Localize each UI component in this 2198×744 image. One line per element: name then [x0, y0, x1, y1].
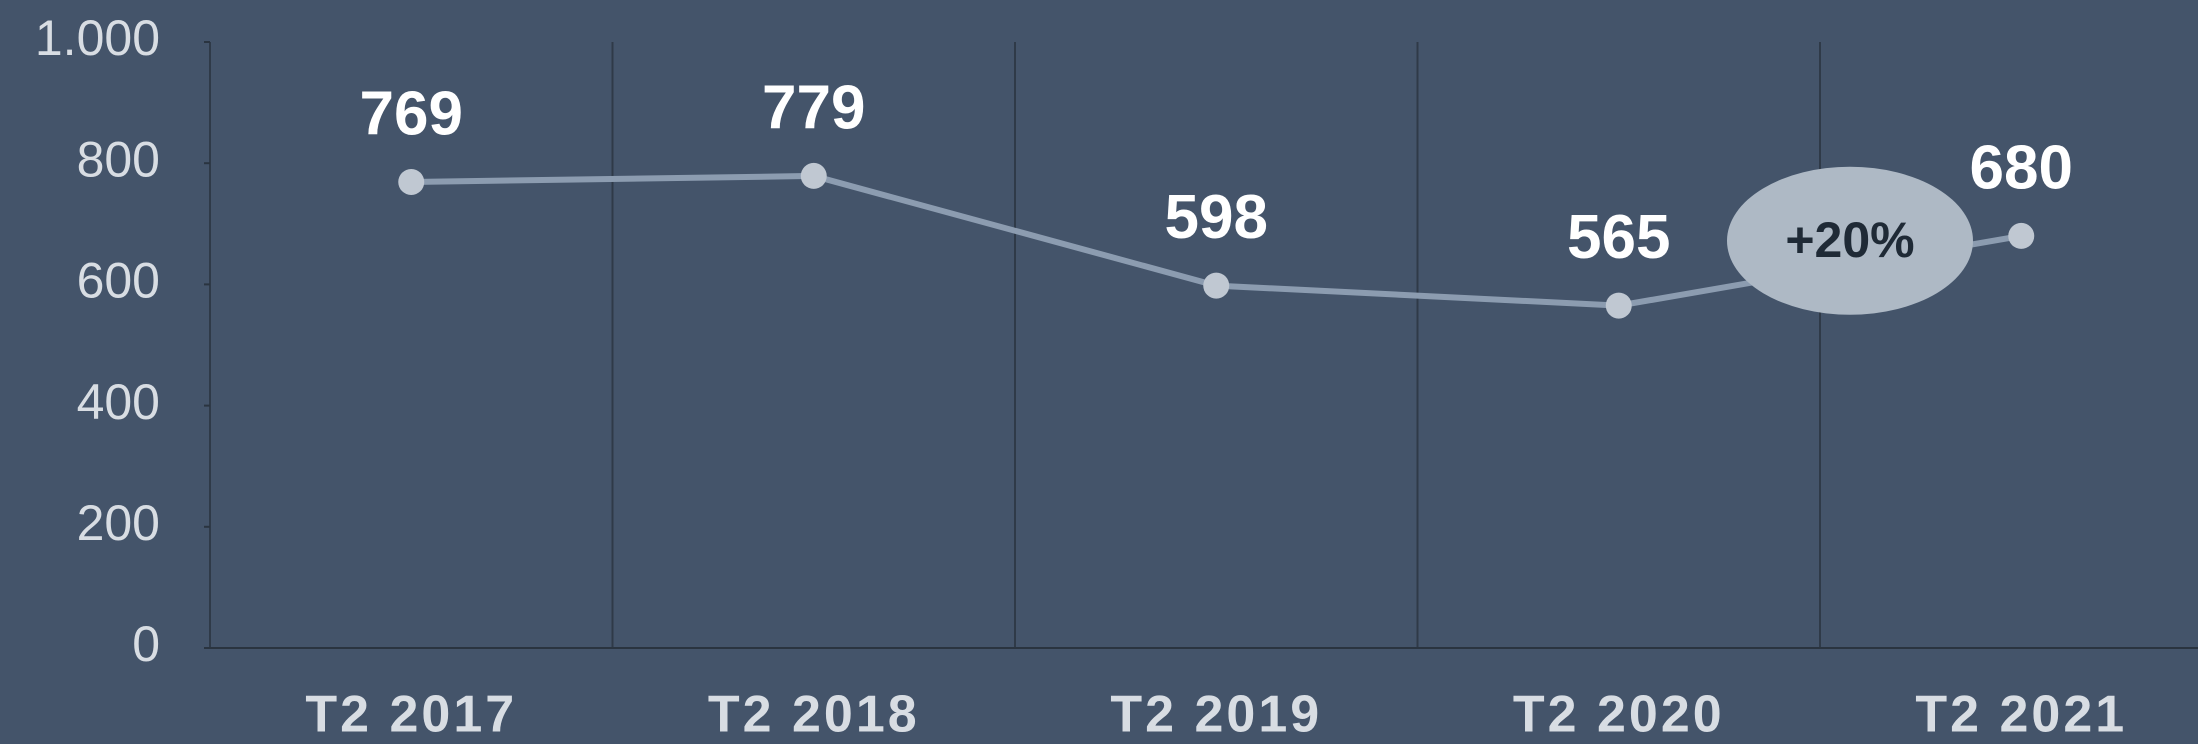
y-tick-label: 800: [77, 131, 160, 187]
data-label: 680: [1970, 133, 2073, 202]
y-tick-label: 200: [77, 495, 160, 551]
x-tick-label: T2 2019: [1110, 686, 1322, 744]
y-tick-label: 0: [132, 616, 160, 672]
marker: [398, 168, 425, 195]
x-tick-label: T2 2017: [305, 686, 517, 744]
marker: [1605, 292, 1632, 319]
y-tick-label: 600: [77, 253, 160, 309]
y-tick-label: 1.000: [35, 10, 160, 66]
y-tick-label: 400: [77, 374, 160, 430]
marker: [2008, 222, 2035, 249]
annotation-bubble: [1727, 166, 1973, 315]
x-tick-label: T2 2020: [1513, 686, 1725, 744]
marker: [800, 162, 827, 189]
data-label: 598: [1165, 183, 1268, 252]
marker: [1203, 272, 1230, 299]
data-label: 779: [762, 73, 865, 142]
x-tick-label: T2 2021: [1915, 686, 2127, 744]
data-label: 565: [1567, 203, 1670, 272]
annotation: +20%: [1785, 212, 1914, 268]
x-tick-label: T2 2018: [708, 686, 920, 744]
data-label: 769: [360, 79, 463, 148]
